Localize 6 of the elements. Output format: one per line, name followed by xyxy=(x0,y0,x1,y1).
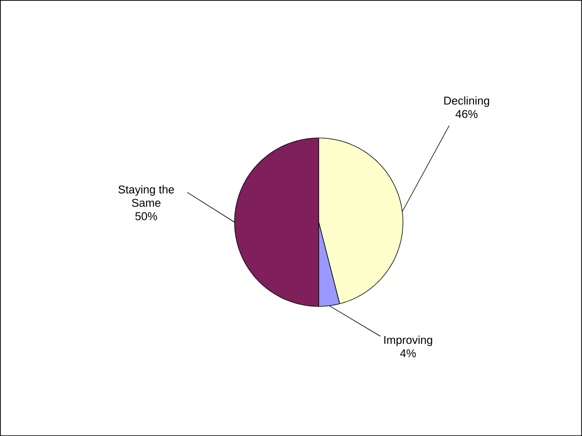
data-label: 50% xyxy=(135,212,158,220)
slice-label: Declining xyxy=(444,96,490,107)
slice-label: Staying the Same xyxy=(118,185,174,207)
slice-label: Improving xyxy=(384,336,432,346)
data-label: 4% xyxy=(400,349,416,358)
data-label: 46% xyxy=(456,110,478,118)
